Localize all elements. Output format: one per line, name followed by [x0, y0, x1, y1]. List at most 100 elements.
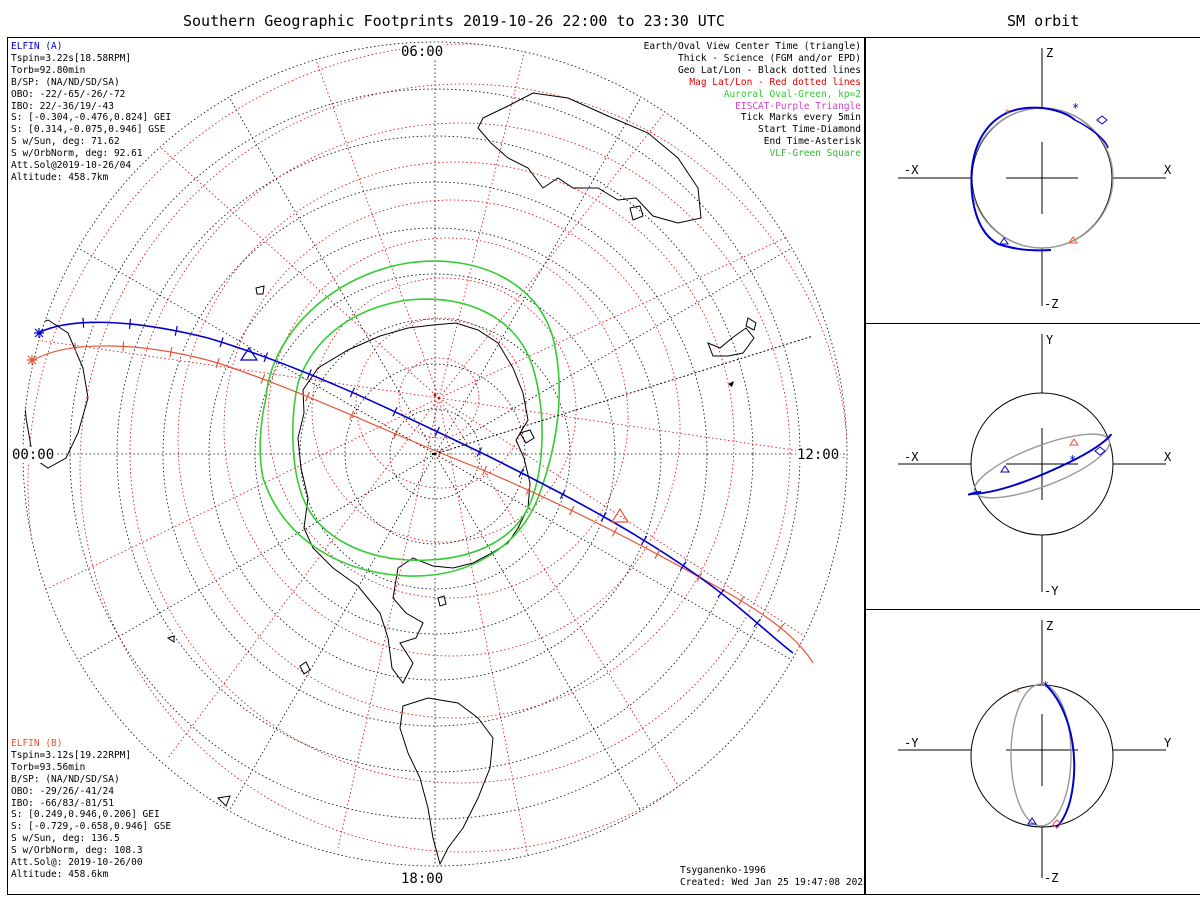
legend-eiscat: EISCAT-Purple Triangle	[735, 100, 861, 112]
track-tick	[559, 489, 566, 499]
sm-orbit-xy-panel: * Y -Y -X X	[865, 323, 1200, 610]
track-tick	[654, 549, 661, 559]
elfin-a-line: Tspin=3.22s[18.58RPM]	[11, 52, 132, 64]
mlt-label-top: 06:00	[400, 44, 445, 60]
track-tick	[753, 618, 761, 628]
axis-down-label: -Z	[1044, 297, 1059, 311]
elfin-b-info: ELFIN (B) Tspin=3.12s[19.22RPM] Torb=93.…	[11, 738, 171, 881]
svg-text:*: *	[1072, 101, 1079, 115]
axis-up-label: Z	[1046, 46, 1054, 60]
elfin-b-line: B/SP: (NA/ND/SD/SA)	[11, 773, 120, 785]
elfin-a-name: ELFIN (A)	[11, 41, 63, 52]
axis-right-label: X	[1164, 450, 1172, 464]
elfin-a-line: B/SP: (NA/ND/SD/SA)	[11, 76, 120, 88]
svg-text:*: *	[1014, 686, 1021, 699]
svg-text:*: *	[1004, 107, 1011, 120]
track-tick	[717, 588, 725, 598]
track-tick	[349, 410, 355, 421]
track-tick	[174, 325, 178, 336]
footprint-map	[22, 41, 848, 867]
footprint-map-panel: 06:00 00:00 12:00 18:00 ELFIN (A) Tspin=…	[7, 37, 865, 895]
track-tick	[611, 527, 618, 537]
track-tick	[215, 357, 220, 368]
elfin-a-line: Altitude: 458.7km	[11, 171, 109, 183]
mlt-label-bottom: 18:00	[400, 871, 445, 887]
track-tick	[82, 317, 85, 328]
mag-lat-circles	[27, 43, 847, 866]
sm-orbit-xy-plot: *	[898, 334, 1166, 592]
mlt-label-left: 00:00	[11, 447, 56, 463]
sm-orbit-yz-panel: * * Z -Z -Y Y	[865, 609, 1200, 895]
elfin-a-line: S w/Sun, deg: 71.62	[11, 136, 120, 148]
auroral-ovals	[259, 260, 560, 577]
axis-right-label: X	[1164, 163, 1172, 177]
axis-up-label: Y	[1046, 333, 1054, 347]
track-tick	[74, 342, 77, 353]
track-tick	[525, 485, 531, 495]
elfin-b-line: S: [0.249,0.946,0.206] GEI	[11, 809, 160, 821]
elfin-b-line: IBO: -66/83/-81/51	[11, 797, 114, 809]
mlt-label-right: 12:00	[796, 447, 841, 463]
elfin-a-line: OBO: -22/-65/-26/-72	[11, 88, 126, 100]
elfin-a-line: Att.Sol@2019-10-26/04	[11, 160, 132, 172]
elfin-b-line: Torb=93.56min	[11, 761, 86, 773]
track-tick	[305, 391, 310, 402]
elfin-a-line: S: [-0.304,-0.476,0.824] GEI	[11, 112, 172, 124]
track-tick	[392, 406, 398, 417]
track-tick	[434, 426, 440, 437]
track-tick	[600, 512, 607, 522]
elfin-b-line: Att.Sol@: 2019-10-26/00	[11, 857, 143, 869]
sm-orbit-title: SM orbit	[1007, 12, 1080, 30]
track-tick	[696, 572, 703, 582]
svg-text:*: *	[1042, 679, 1049, 693]
axis-down-label: -Y	[1044, 584, 1059, 598]
elfin-b-line: S w/Sun, deg: 136.5	[11, 833, 120, 845]
elfin-a-line: S w/OrbNorm, deg: 92.61	[11, 148, 143, 160]
legend-thick: Thick - Science (FGM and/or EPD)	[677, 52, 861, 64]
sm-orbit-xz-plot: * *	[898, 48, 1166, 306]
track-tick-marks	[74, 317, 785, 633]
legend-geo: Geo Lat/Lon - Black dotted lines	[677, 64, 861, 76]
legend-vlf: VLF-Green Square	[769, 148, 861, 160]
elfin-a-info: ELFIN (A) Tspin=3.22s[18.58RPM] Torb=92.…	[11, 41, 171, 184]
axis-right-label: Y	[1164, 736, 1172, 750]
elfin-b-line: Altitude: 458.6km	[11, 868, 109, 880]
track-tick	[476, 447, 483, 457]
credits: Tsyganenko-1996 Created: Wed Jan 25 19:4…	[680, 865, 865, 889]
track-tick	[263, 352, 269, 363]
axis-down-label: -Z	[1044, 871, 1059, 885]
sm-orbit-yz-plot: * *	[898, 620, 1166, 878]
track-tick	[777, 623, 785, 633]
elfin-b-line: Tspin=3.12s[19.22RPM]	[11, 749, 132, 761]
track-tick	[481, 465, 487, 476]
track-tick	[640, 535, 648, 545]
svg-text:*: *	[1069, 453, 1076, 467]
track-tick	[518, 468, 525, 478]
elfin-a-view-center-triangle	[239, 346, 259, 361]
legend-auroral: Auroral Oval-Green, kp=2	[723, 88, 861, 100]
elfin-b-start-asterisk	[27, 355, 37, 365]
axis-up-label: Z	[1046, 619, 1054, 633]
axis-left-label: -Y	[904, 736, 919, 750]
elfin-b-track	[29, 345, 814, 664]
track-tick	[128, 318, 132, 329]
geo-lon-lines	[23, 42, 847, 866]
legend-ticks: Tick Marks every 5min	[740, 112, 861, 124]
created-timestamp: Created: Wed Jan 25 19:47:08 2023	[680, 876, 865, 888]
legend-end: End Time-Asterisk	[763, 136, 861, 148]
elfin-b-name: ELFIN (B)	[11, 738, 63, 749]
track-tick	[569, 505, 575, 516]
track-tick	[306, 369, 312, 379]
elfin-a-line: S: [0.314,-0.075,0.946] GSE	[11, 124, 166, 136]
track-tick	[260, 374, 266, 384]
elfin-a-line: Torb=92.80min	[11, 64, 86, 76]
mag-lon-lines	[23, 42, 847, 859]
elfin-b-line: S: [-0.729,-0.658,0.946] GSE	[11, 821, 172, 833]
legend: Earth/Oval View Center Time (triangle) T…	[644, 41, 861, 160]
track-tick	[169, 347, 173, 358]
legend-view-center: Earth/Oval View Center Time (triangle)	[643, 41, 861, 52]
track-tick	[122, 341, 125, 352]
track-tick	[738, 596, 745, 606]
legend-start: Start Time-Diamond	[758, 124, 861, 136]
elfin-b-view-center-triangle	[610, 507, 630, 523]
